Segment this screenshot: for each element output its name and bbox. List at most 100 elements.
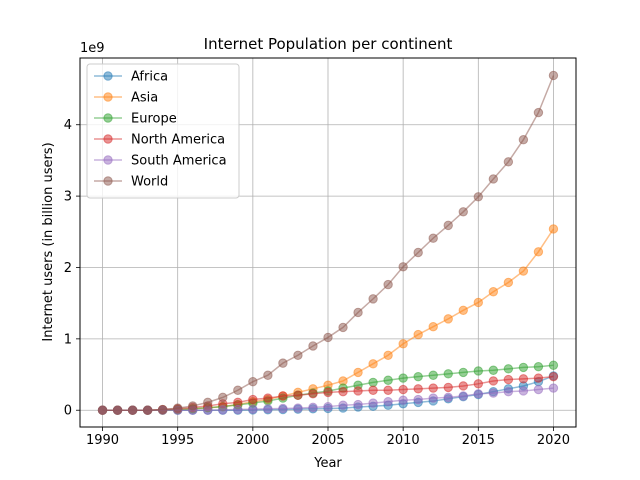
x-tick-label: 2020 xyxy=(537,433,570,448)
data-point xyxy=(443,220,453,231)
series-world xyxy=(97,70,559,415)
legend-box xyxy=(86,63,240,199)
data-point xyxy=(413,371,423,382)
data-point xyxy=(398,262,408,272)
data-point xyxy=(353,307,363,318)
data-point xyxy=(443,382,453,393)
data-point xyxy=(533,247,544,257)
data-point xyxy=(368,359,378,369)
data-point xyxy=(323,401,333,412)
legend-swatch-marker xyxy=(103,176,113,186)
data-point xyxy=(248,394,258,405)
x-tick-label: 1990 xyxy=(86,433,119,448)
legend-label: South America xyxy=(131,154,227,169)
data-point xyxy=(383,385,393,395)
data-point xyxy=(218,405,228,415)
data-point xyxy=(548,371,559,382)
data-point xyxy=(518,386,529,396)
x-tick-label: 2015 xyxy=(462,433,495,448)
legend-swatch-marker xyxy=(103,92,113,102)
data-point xyxy=(518,135,529,145)
data-point xyxy=(308,341,318,351)
data-point xyxy=(293,390,303,400)
data-point xyxy=(473,297,484,308)
y-tick-label: 3 xyxy=(64,190,72,205)
data-point xyxy=(518,266,529,276)
data-point xyxy=(368,294,378,304)
legend-swatch-marker xyxy=(103,113,113,123)
y-offset-label: 1e9 xyxy=(80,41,105,56)
series-layer xyxy=(97,70,559,415)
y-tick-label: 4 xyxy=(64,118,72,133)
x-tick-label: 2005 xyxy=(311,433,344,448)
data-point xyxy=(308,389,318,399)
legend-swatch-marker xyxy=(103,71,113,81)
data-point xyxy=(112,405,123,415)
legend-item-south-america: South America xyxy=(94,154,227,169)
data-point xyxy=(413,329,423,340)
chart-title: Internet Population per continent xyxy=(204,35,453,53)
data-point xyxy=(413,394,423,405)
data-point xyxy=(488,376,499,386)
legend-item-north-america: North America xyxy=(94,133,225,148)
legend-swatch-marker xyxy=(103,155,113,165)
data-point xyxy=(293,403,303,413)
data-point xyxy=(458,381,468,391)
data-point xyxy=(338,400,348,410)
data-point xyxy=(458,305,468,316)
y-tick-label: 1 xyxy=(64,332,72,347)
data-point xyxy=(398,373,408,383)
legend-item-asia: Asia xyxy=(94,91,158,106)
data-point xyxy=(518,362,529,373)
data-point xyxy=(203,397,213,408)
legend-label: Asia xyxy=(131,91,158,106)
x-tick-label: 1995 xyxy=(161,433,194,448)
data-point xyxy=(503,277,514,288)
data-point xyxy=(413,384,423,394)
axis-ticks: 1990 1995 2000 2005 2010 2015 2020 0 1 2 3 4 xyxy=(64,118,570,448)
data-point xyxy=(503,386,514,397)
data-point xyxy=(533,373,544,383)
data-point xyxy=(548,70,559,81)
data-point xyxy=(338,322,348,333)
data-point xyxy=(203,405,213,415)
y-tick-label: 0 xyxy=(64,404,72,419)
legend-item-africa: Africa xyxy=(94,70,168,85)
data-point xyxy=(428,370,438,380)
data-point xyxy=(503,374,514,385)
data-point xyxy=(278,403,288,414)
data-point xyxy=(338,386,348,397)
data-point xyxy=(383,279,393,290)
data-point xyxy=(458,367,468,378)
data-point xyxy=(398,384,408,395)
x-tick-label: 2000 xyxy=(236,433,269,448)
data-point xyxy=(488,287,499,297)
data-point xyxy=(278,391,288,401)
data-point xyxy=(368,385,378,395)
data-point xyxy=(368,377,378,388)
data-point xyxy=(142,405,153,415)
legend-label: Europe xyxy=(131,112,177,127)
data-point xyxy=(263,370,273,380)
legend-label: World xyxy=(131,175,168,190)
data-point xyxy=(172,403,183,413)
data-point xyxy=(233,404,243,415)
data-point xyxy=(353,399,363,410)
data-point xyxy=(458,391,468,401)
data-point xyxy=(398,339,408,349)
data-point xyxy=(488,388,499,398)
data-point xyxy=(458,207,468,217)
y-tick-label: 2 xyxy=(64,261,72,276)
data-point xyxy=(473,379,484,389)
data-point xyxy=(428,383,438,393)
data-point xyxy=(503,157,514,167)
data-point xyxy=(533,107,544,118)
data-point xyxy=(127,405,138,415)
data-point xyxy=(248,376,258,387)
data-point xyxy=(188,401,198,411)
data-point xyxy=(473,192,484,202)
data-point xyxy=(518,374,529,384)
legend-item-world: World xyxy=(94,175,168,190)
data-point xyxy=(488,365,499,375)
